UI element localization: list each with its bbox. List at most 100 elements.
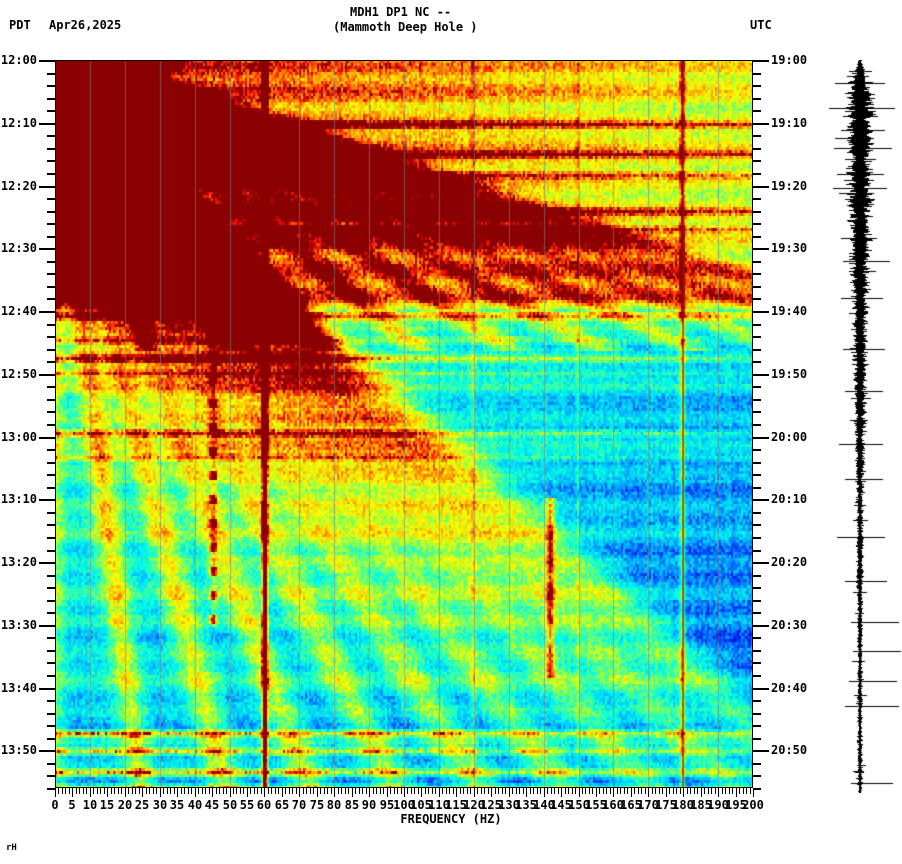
- x-axis-label: 150: [568, 798, 590, 812]
- y-axis-label: 20:20: [771, 555, 808, 569]
- y-tick-minor: [753, 135, 761, 137]
- x-tick-minor: [463, 788, 464, 794]
- x-tick-major: [701, 788, 702, 797]
- y-tick-minor: [47, 738, 55, 740]
- y-tick-minor: [47, 713, 55, 715]
- x-tick-minor: [170, 788, 171, 794]
- y-axis-label: 12:00: [0, 53, 37, 67]
- x-axis-label: 65: [274, 798, 290, 812]
- x-tick-minor: [697, 788, 698, 794]
- x-tick-minor: [498, 788, 499, 794]
- y-tick-major: [39, 625, 55, 627]
- y-tick-minor: [47, 399, 55, 401]
- x-tick-major: [299, 788, 300, 797]
- x-tick-minor: [320, 788, 321, 794]
- x-axis-label: 165: [620, 798, 642, 812]
- y-axis-label: 12:10: [0, 116, 37, 130]
- x-tick-minor: [240, 788, 241, 794]
- y-tick-minor: [753, 386, 761, 388]
- x-tick-minor: [582, 788, 583, 794]
- y-tick-minor: [753, 349, 761, 351]
- x-tick-minor: [715, 788, 716, 794]
- x-tick-major: [369, 788, 370, 797]
- x-tick-minor: [425, 788, 426, 794]
- y-tick-minor: [47, 211, 55, 213]
- y-tick-major: [39, 688, 55, 690]
- x-tick-minor: [254, 788, 255, 794]
- y-axis-label: 13:10: [0, 492, 37, 506]
- y-tick-major: [39, 186, 55, 188]
- x-axis-label: 85: [344, 798, 360, 812]
- y-tick-minor: [47, 424, 55, 426]
- y-tick-minor: [753, 324, 761, 326]
- y-tick-minor: [753, 474, 761, 476]
- x-tick-minor: [540, 788, 541, 794]
- spectrogram-plot[interactable]: [55, 60, 753, 788]
- x-tick-minor: [407, 788, 408, 794]
- x-tick-major: [264, 788, 265, 797]
- x-tick-minor: [743, 788, 744, 794]
- x-tick-major: [579, 788, 580, 797]
- y-axis-label: 20:00: [771, 430, 808, 444]
- x-tick-minor: [139, 788, 140, 794]
- x-tick-minor: [638, 788, 639, 794]
- y-tick-major: [39, 562, 55, 564]
- x-tick-major: [160, 788, 161, 797]
- x-tick-minor: [585, 788, 586, 794]
- x-tick-minor: [285, 788, 286, 794]
- y-tick-minor: [47, 324, 55, 326]
- y-tick-minor: [753, 738, 761, 740]
- y-tick-minor: [753, 537, 761, 539]
- spectrogram-canvas[interactable]: [55, 60, 753, 788]
- x-tick-minor: [132, 788, 133, 794]
- x-tick-minor: [551, 788, 552, 794]
- x-tick-minor: [355, 788, 356, 794]
- x-tick-major: [648, 788, 649, 797]
- x-tick-minor: [624, 788, 625, 794]
- x-tick-minor: [694, 788, 695, 794]
- x-axis-label: 170: [637, 798, 659, 812]
- x-tick-major: [195, 788, 196, 797]
- x-tick-minor: [359, 788, 360, 794]
- y-tick-minor: [753, 612, 761, 614]
- y-tick-minor: [753, 148, 761, 150]
- y-tick-minor: [753, 637, 761, 639]
- x-tick-minor: [558, 788, 559, 794]
- x-tick-minor: [202, 788, 203, 794]
- y-tick-major: [753, 311, 769, 313]
- x-tick-minor: [568, 788, 569, 794]
- x-axis-label: 130: [498, 798, 520, 812]
- y-tick-minor: [47, 198, 55, 200]
- x-axis-label: 45: [204, 798, 220, 812]
- x-tick-minor: [289, 788, 290, 794]
- x-tick-minor: [467, 788, 468, 794]
- seismogram-trace-canvas: [823, 60, 902, 793]
- x-tick-minor: [634, 788, 635, 794]
- x-tick-minor: [589, 788, 590, 794]
- y-tick-major: [39, 123, 55, 125]
- x-axis-label: 90: [361, 798, 377, 812]
- y-tick-minor: [753, 449, 761, 451]
- x-tick-major: [282, 788, 283, 797]
- x-tick-minor: [331, 788, 332, 794]
- y-tick-minor: [753, 110, 761, 112]
- x-tick-minor: [236, 788, 237, 794]
- x-tick-minor: [394, 788, 395, 794]
- y-tick-major: [753, 750, 769, 752]
- y-tick-major: [39, 437, 55, 439]
- timezone-left-label: PDT: [9, 18, 31, 32]
- y-axis-label: 20:50: [771, 743, 808, 757]
- x-tick-major: [352, 788, 353, 797]
- x-axis-label: 20: [117, 798, 133, 812]
- y-tick-minor: [753, 662, 761, 664]
- y-tick-minor: [47, 411, 55, 413]
- x-tick-minor: [610, 788, 611, 794]
- x-axis-label: 190: [707, 798, 729, 812]
- y-tick-minor: [753, 650, 761, 652]
- y-tick-minor: [753, 336, 761, 338]
- x-tick-minor: [750, 788, 751, 794]
- y-tick-minor: [753, 236, 761, 238]
- x-tick-minor: [725, 788, 726, 794]
- x-tick-major: [334, 788, 335, 797]
- y-tick-minor: [47, 550, 55, 552]
